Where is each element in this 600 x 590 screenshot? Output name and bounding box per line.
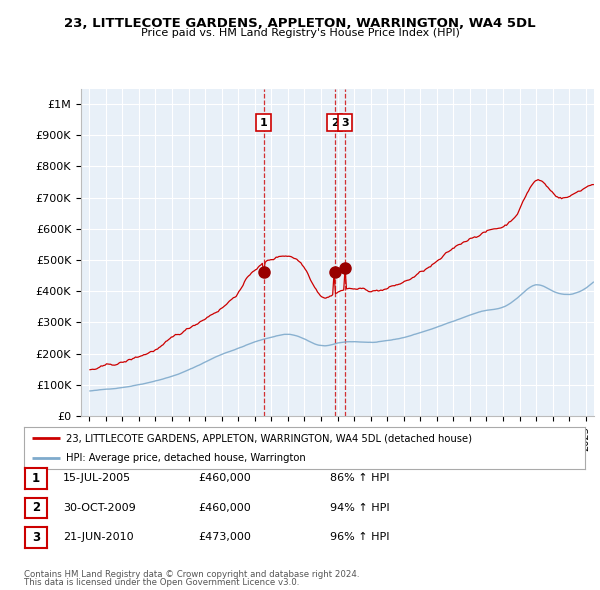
Text: £473,000: £473,000 (198, 533, 251, 542)
Text: HPI: Average price, detached house, Warrington: HPI: Average price, detached house, Warr… (66, 454, 306, 463)
Text: This data is licensed under the Open Government Licence v3.0.: This data is licensed under the Open Gov… (24, 578, 299, 587)
Text: 23, LITTLECOTE GARDENS, APPLETON, WARRINGTON, WA4 5DL (detached house): 23, LITTLECOTE GARDENS, APPLETON, WARRIN… (66, 433, 472, 443)
Text: £460,000: £460,000 (198, 474, 251, 483)
Text: 1: 1 (32, 472, 40, 485)
Text: Price paid vs. HM Land Registry's House Price Index (HPI): Price paid vs. HM Land Registry's House … (140, 28, 460, 38)
Text: 3: 3 (341, 118, 349, 128)
Text: 30-OCT-2009: 30-OCT-2009 (63, 503, 136, 513)
Text: 3: 3 (32, 531, 40, 544)
Text: 2: 2 (32, 502, 40, 514)
Text: 23, LITTLECOTE GARDENS, APPLETON, WARRINGTON, WA4 5DL: 23, LITTLECOTE GARDENS, APPLETON, WARRIN… (64, 17, 536, 30)
Text: 2: 2 (331, 118, 338, 128)
Text: 96% ↑ HPI: 96% ↑ HPI (330, 533, 389, 542)
Text: 94% ↑ HPI: 94% ↑ HPI (330, 503, 389, 513)
Text: 21-JUN-2010: 21-JUN-2010 (63, 533, 134, 542)
Text: 15-JUL-2005: 15-JUL-2005 (63, 474, 131, 483)
Text: 1: 1 (260, 118, 268, 128)
Text: £460,000: £460,000 (198, 503, 251, 513)
Text: Contains HM Land Registry data © Crown copyright and database right 2024.: Contains HM Land Registry data © Crown c… (24, 570, 359, 579)
Text: 86% ↑ HPI: 86% ↑ HPI (330, 474, 389, 483)
